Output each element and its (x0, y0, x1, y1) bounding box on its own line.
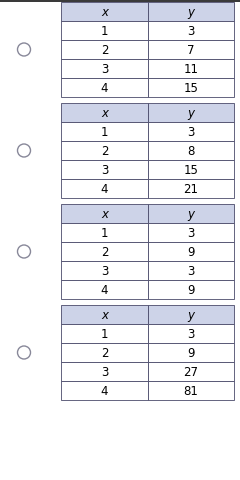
Text: x: x (101, 6, 108, 19)
Text: 2: 2 (101, 44, 108, 57)
Bar (61, 204, 148, 224)
Bar (148, 142, 234, 161)
Bar (61, 142, 148, 161)
Bar (148, 60, 234, 79)
Bar (148, 262, 234, 280)
Text: 2: 2 (101, 346, 108, 359)
Bar (61, 60, 148, 79)
Bar (61, 180, 148, 199)
Bar (148, 41, 234, 60)
Bar (61, 381, 148, 400)
Text: 3: 3 (187, 126, 194, 139)
Text: 4: 4 (101, 82, 108, 95)
Bar (61, 104, 148, 123)
Text: y: y (187, 107, 194, 120)
Bar (148, 204, 234, 224)
Text: 3: 3 (187, 264, 194, 277)
Text: 1: 1 (101, 227, 108, 240)
Bar (148, 343, 234, 362)
Bar (148, 22, 234, 41)
Bar (148, 3, 234, 22)
Text: 8: 8 (187, 144, 194, 157)
Bar (148, 280, 234, 300)
Bar (61, 262, 148, 280)
Text: 4: 4 (101, 384, 108, 397)
Bar (148, 242, 234, 262)
Bar (61, 280, 148, 300)
Text: 2: 2 (101, 144, 108, 157)
Text: 1: 1 (101, 25, 108, 38)
Text: y: y (187, 207, 194, 220)
Bar (61, 242, 148, 262)
Text: x: x (101, 207, 108, 220)
Text: 2: 2 (101, 245, 108, 258)
Bar (61, 22, 148, 41)
Bar (148, 324, 234, 343)
Text: y: y (187, 6, 194, 19)
Bar (148, 104, 234, 123)
Text: x: x (101, 308, 108, 321)
Text: 27: 27 (183, 365, 198, 378)
Text: 21: 21 (183, 182, 198, 195)
Bar (61, 161, 148, 180)
Bar (148, 79, 234, 98)
Bar (0, 0, 240, 3)
Bar (61, 324, 148, 343)
Text: 1: 1 (101, 126, 108, 139)
Text: 15: 15 (183, 164, 198, 177)
Text: 3: 3 (187, 327, 194, 340)
Bar (148, 224, 234, 242)
Bar (148, 180, 234, 199)
Text: 1: 1 (101, 327, 108, 340)
Text: 7: 7 (187, 44, 195, 57)
Bar (61, 41, 148, 60)
Text: 81: 81 (183, 384, 198, 397)
Text: 3: 3 (101, 264, 108, 277)
Text: 3: 3 (187, 25, 194, 38)
Text: 11: 11 (183, 63, 198, 76)
Text: 9: 9 (187, 346, 195, 359)
Text: 3: 3 (187, 227, 194, 240)
Text: 3: 3 (101, 63, 108, 76)
Bar (148, 305, 234, 324)
Bar (61, 3, 148, 22)
Bar (61, 79, 148, 98)
Text: 4: 4 (101, 182, 108, 195)
Text: x: x (101, 107, 108, 120)
Bar (148, 381, 234, 400)
Text: 4: 4 (101, 283, 108, 296)
Bar (61, 343, 148, 362)
Bar (61, 305, 148, 324)
Bar (148, 362, 234, 381)
Bar (61, 123, 148, 142)
Text: 15: 15 (183, 82, 198, 95)
Bar (61, 362, 148, 381)
Text: y: y (187, 308, 194, 321)
Bar (148, 161, 234, 180)
Text: 3: 3 (101, 365, 108, 378)
Bar (148, 123, 234, 142)
Bar (61, 224, 148, 242)
Text: 9: 9 (187, 283, 195, 296)
Text: 3: 3 (101, 164, 108, 177)
Text: 9: 9 (187, 245, 195, 258)
